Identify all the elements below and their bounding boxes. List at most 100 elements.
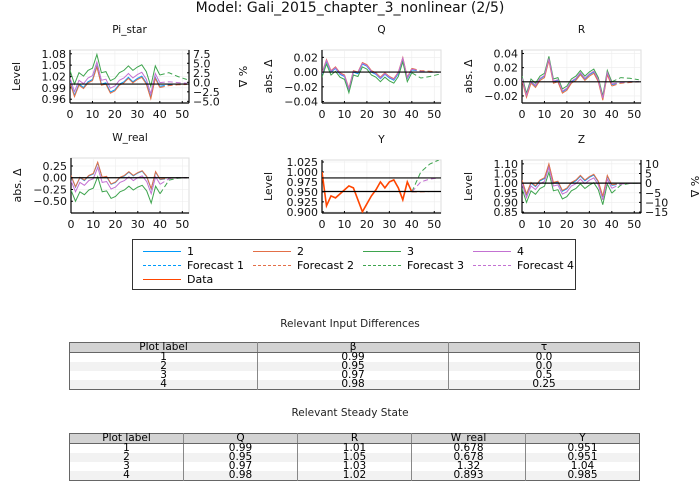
subplot-title: Q — [377, 24, 385, 36]
legend-swatch — [143, 251, 181, 252]
y-axis-label: abs. Δ — [462, 59, 475, 93]
table-cell: 1.05 — [297, 452, 412, 462]
forecast-line-3 — [411, 160, 440, 193]
column-header: Plot label — [69, 433, 184, 444]
legend-label: Forecast 4 — [517, 259, 575, 272]
y-tick-label: 1.05 — [494, 167, 519, 180]
legend-item: Forecast 4 — [473, 259, 574, 272]
y2-tick-label: 2.5 — [193, 67, 211, 80]
series-layer — [522, 56, 641, 101]
y2-tick-label: −10 — [645, 196, 668, 209]
subplot-w_real: W_real 0 10 20 30 40 50 −0.50−0.250.000.25 abs. … — [11, 132, 190, 231]
table-row: 2 0.95 1.05 0.678 0.951 — [69, 452, 640, 462]
y-tick-label: 0.00 — [43, 172, 68, 185]
y-tick-label: 1.025 — [287, 156, 319, 169]
subplot-title: R — [578, 24, 585, 36]
forecast-line-4 — [611, 182, 639, 189]
y-tick-label: 1.10 — [494, 158, 519, 171]
y-tick-label: 0.85 — [494, 206, 519, 219]
x-tick-label: 40 — [405, 108, 419, 121]
plot-area — [321, 159, 442, 214]
x-tick-label: 40 — [153, 108, 167, 121]
table-row: 3 0.97 0.5 — [70, 370, 640, 380]
table-cell: 3 — [123, 460, 130, 472]
input-differences-table: Plot label β τ 1 0.99 0.0 2 0.95 0.0 3 0.97 0.5 4 0.9… — [69, 342, 640, 390]
table-cell: 1.01 — [297, 443, 412, 453]
series-line-4 — [70, 60, 161, 96]
subplot-r: R 0 10 20 30 40 50 −0.020.000.020.04 abs. Δ — [462, 24, 642, 121]
subplot-y: Y 0 10 20 30 40 50 0.9000.9250.9500.9751.0001.0… — [262, 134, 442, 231]
x-tick-label: 20 — [560, 218, 574, 231]
table-cell: 0.893 — [411, 470, 526, 481]
x-tick-label: 20 — [560, 108, 574, 121]
x-tick-label: 10 — [537, 108, 551, 121]
y-tick-label: 0.00 — [294, 66, 319, 79]
table-cell: 0.25 — [448, 379, 640, 390]
table-cell: 0.0 — [448, 352, 640, 362]
legend-item: 3 — [363, 245, 414, 258]
x-tick-label: 0 — [519, 108, 526, 121]
table-cell: 2 — [69, 361, 258, 371]
x-tick-label: 50 — [427, 218, 441, 231]
table-row: 1 0.99 1.01 0.678 0.951 — [70, 442, 640, 454]
legend-label: Data — [187, 273, 214, 286]
x-tick-label: 20 — [109, 218, 123, 231]
y-axis-label: abs. Δ — [11, 168, 24, 202]
y-tick-label: 0.99 — [42, 82, 67, 95]
forecast-line-4 — [159, 81, 187, 84]
legend-item: 2 — [253, 245, 304, 258]
y2-tick-label: 5 — [645, 167, 652, 180]
legend-item: 4 — [473, 245, 524, 258]
legend-swatch — [143, 279, 181, 280]
x-tick-label: 10 — [337, 218, 351, 231]
legend-label: Forecast 3 — [407, 259, 465, 272]
input-differences-title: Relevant Input Differences — [280, 318, 420, 330]
x-tick-label: 30 — [582, 108, 596, 121]
legend-swatch — [473, 265, 511, 266]
legend-item: 1 — [143, 245, 194, 258]
table-cell: 0.951 — [525, 452, 640, 462]
x-tick-label: 30 — [582, 218, 596, 231]
forecast-line-3 — [611, 77, 639, 83]
table-cell: 1.02 — [297, 470, 412, 481]
legend-label: Forecast 1 — [187, 259, 245, 272]
y-axis-label: Level — [462, 172, 475, 201]
y-tick-label: 0.04 — [494, 48, 519, 61]
subplot-pi_star: Pi_star 0 10 20 30 40 50 0.960.991.021.051.08 Le… — [10, 24, 249, 121]
x-tick-label: 40 — [605, 108, 619, 121]
x-tick-label: 0 — [67, 108, 74, 121]
y-tick-label: 0.925 — [287, 196, 319, 209]
table-row: 2 0.95 0.0 — [69, 361, 640, 371]
y-tick-label: 0.96 — [42, 93, 67, 106]
table-cell: 1.32 — [411, 461, 526, 471]
table-cell: 0.5 — [448, 370, 640, 380]
forecast-line-3 — [411, 72, 439, 79]
y2-tick-label: −2.5 — [193, 86, 220, 99]
legend-swatch — [143, 265, 181, 266]
series-line-4 — [71, 165, 161, 196]
y2-tick-label: −15 — [645, 206, 668, 219]
forecast-line-3 — [159, 177, 187, 194]
legend-item: Data — [143, 273, 213, 286]
forecast-line-2 — [611, 81, 639, 87]
table-cell: 0.99 — [183, 443, 298, 453]
y-tick-label: 0.00 — [494, 76, 519, 89]
plot-area — [70, 157, 190, 214]
table-cell: 1 — [123, 442, 130, 454]
legend-label: 3 — [407, 245, 414, 258]
y-tick-label: 1.000 — [287, 166, 319, 179]
table-cell: 0.678 — [411, 443, 526, 453]
column-header: τ — [448, 342, 640, 353]
series-line-2 — [70, 65, 161, 101]
column-header: Y — [525, 433, 640, 444]
series-layer — [70, 52, 189, 101]
forecast-line-2 — [160, 177, 187, 180]
legend-swatch — [363, 265, 401, 266]
x-tick-label: 30 — [382, 218, 396, 231]
y-tick-label: −0.50 — [33, 195, 67, 208]
y-tick-label: 1.08 — [42, 48, 67, 61]
legend-label: Forecast 2 — [297, 259, 355, 272]
column-header: β — [257, 342, 449, 353]
column-header: W_real — [411, 433, 526, 444]
y-tick-label: 0.975 — [287, 176, 319, 189]
